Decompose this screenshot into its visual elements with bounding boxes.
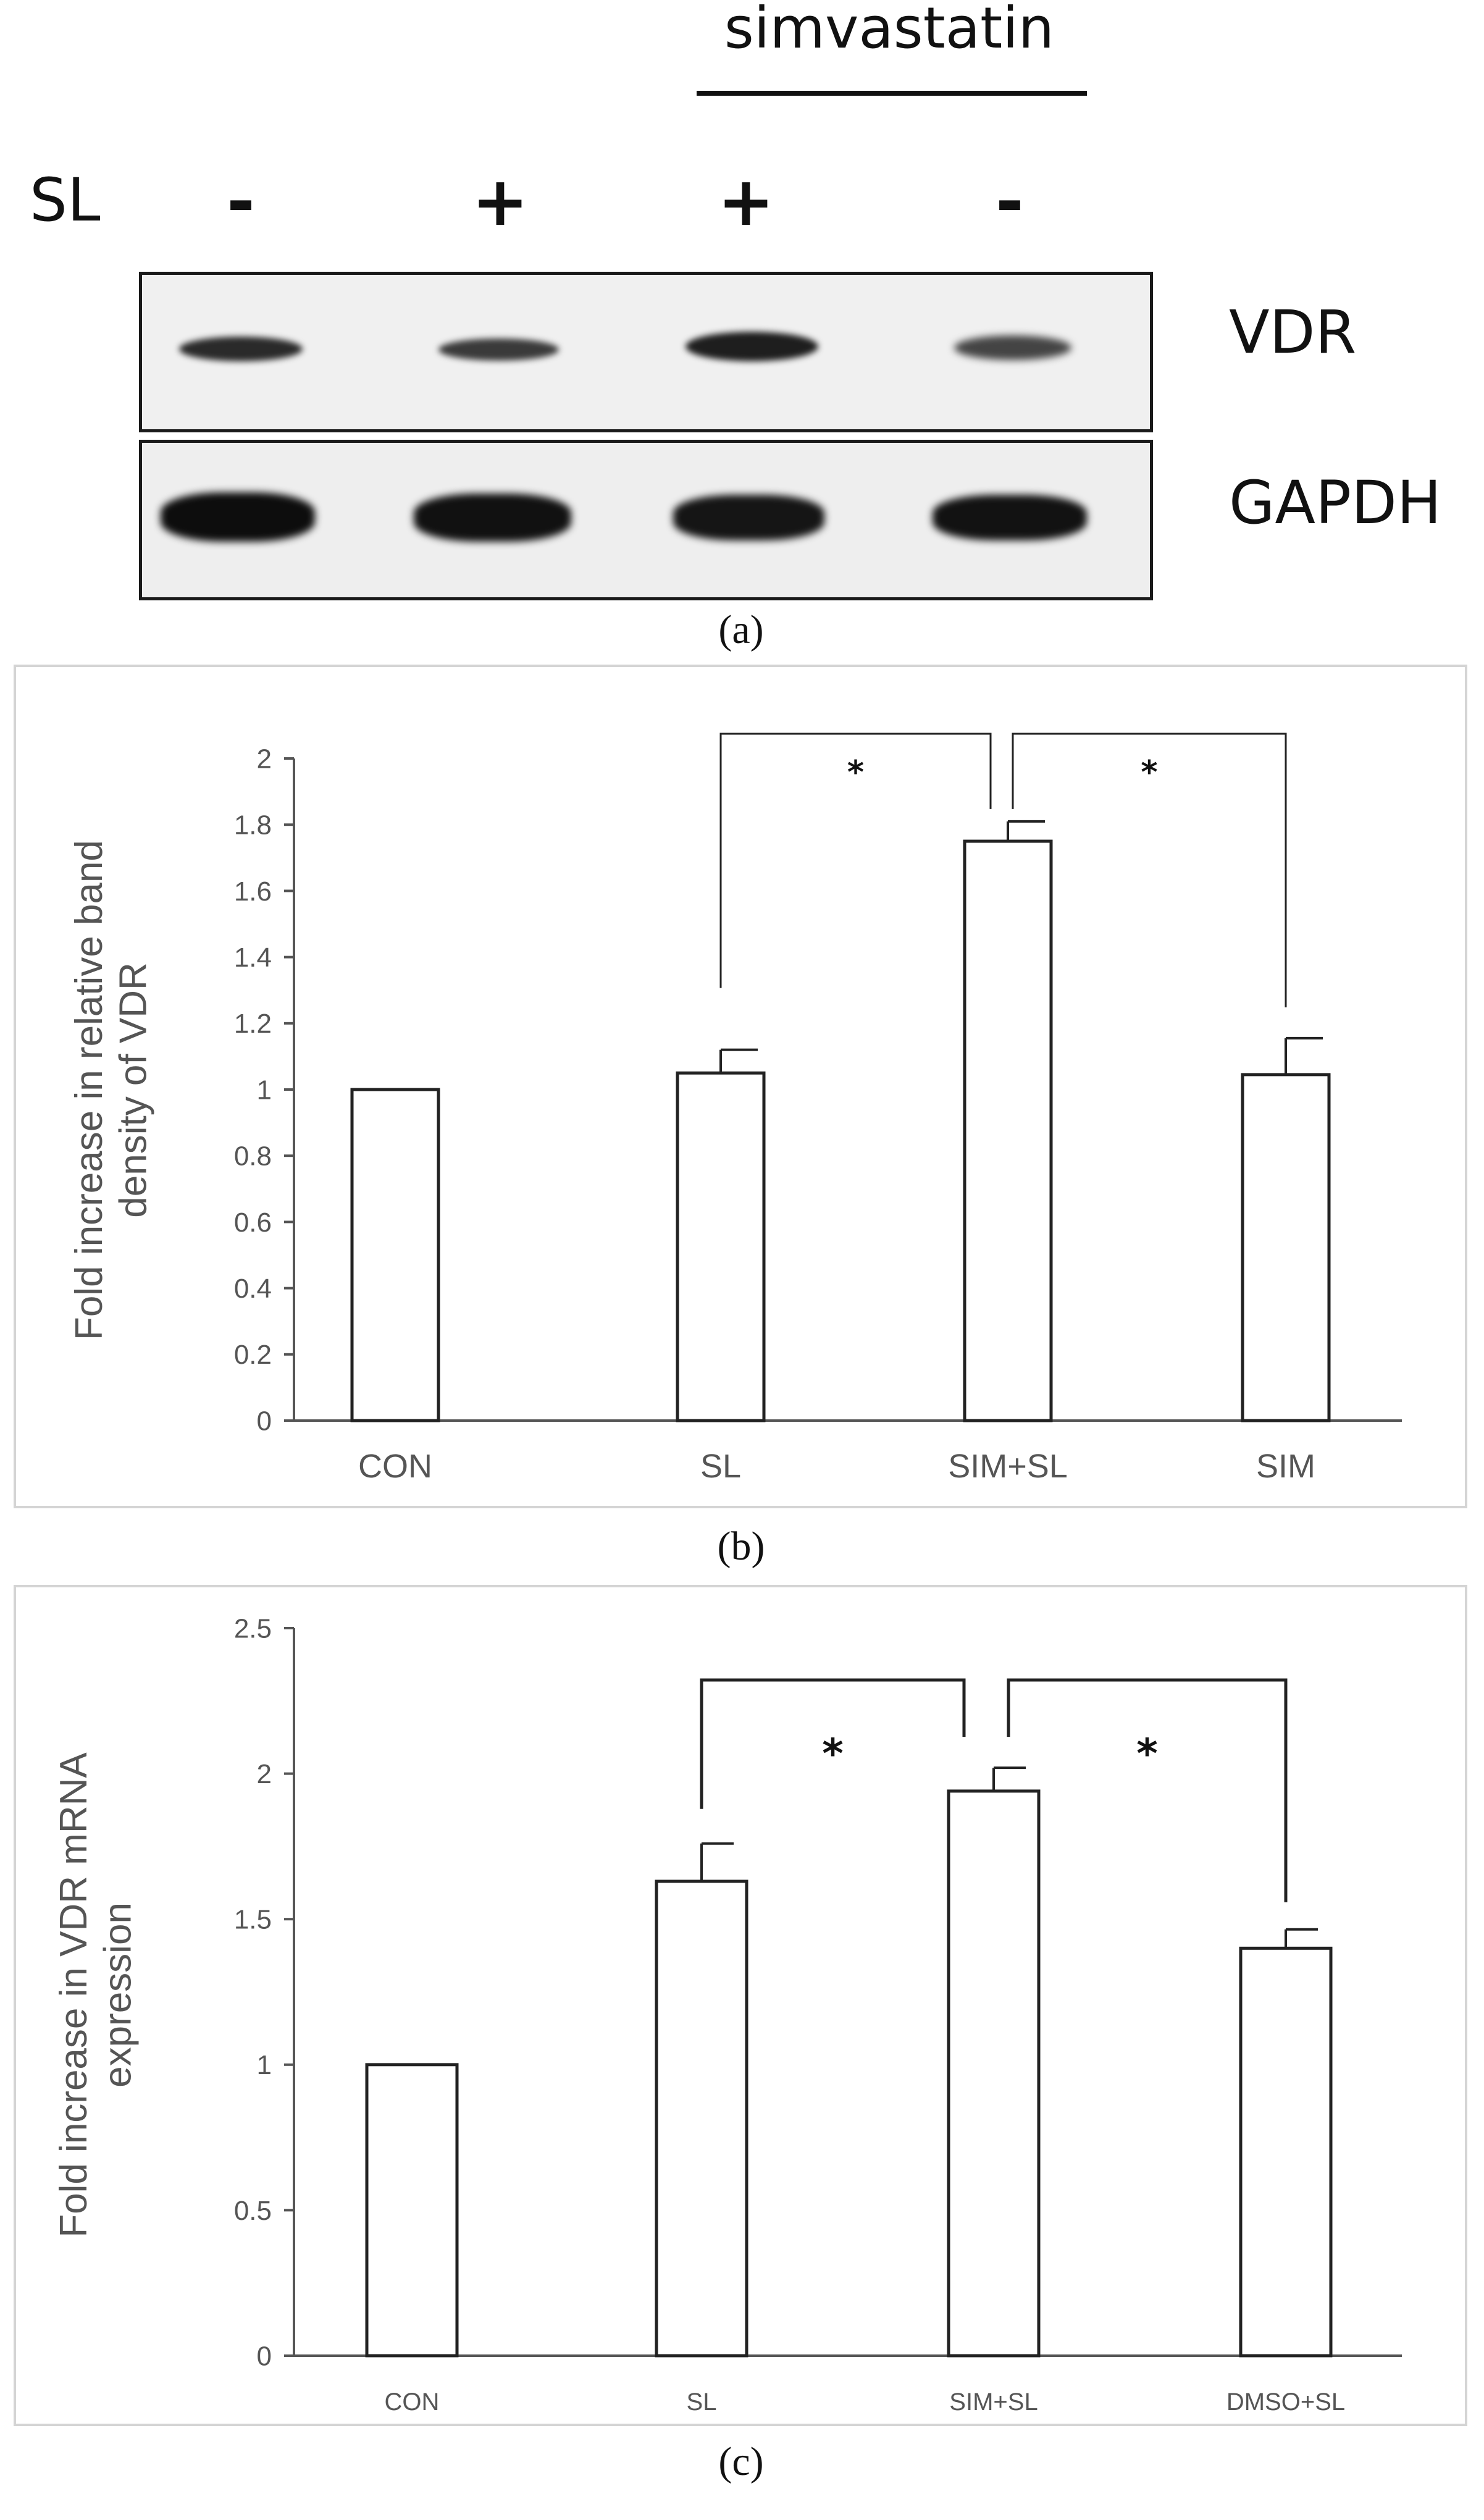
- gapdh-band-1: [161, 492, 315, 542]
- gapdh-band-3: [673, 495, 824, 540]
- caption-b: (b): [717, 1524, 765, 1569]
- gapdh-band-4: [933, 495, 1087, 540]
- caption-c: (c): [718, 2439, 764, 2484]
- caption-a: (a): [718, 607, 764, 652]
- gapdh-band-2: [414, 494, 571, 542]
- lane-sign-2: +: [471, 162, 529, 241]
- lane-sign-1: -: [227, 162, 255, 241]
- sl-row-label: SL: [30, 166, 101, 235]
- vdr-label: VDR: [1229, 298, 1357, 367]
- vdr-band-3: [685, 332, 818, 361]
- chart-c-frame: [14, 1585, 1467, 2426]
- treatment-underline: [697, 91, 1087, 96]
- lane-sign-4: -: [996, 162, 1024, 241]
- vdr-band-4: [954, 335, 1071, 360]
- treatment-label: simvastatin: [724, 0, 1055, 61]
- gapdh-blot: [139, 440, 1153, 600]
- vdr-band-1: [179, 337, 303, 361]
- chart-b-frame: [14, 665, 1467, 1508]
- gapdh-label: GAPDH: [1229, 468, 1442, 537]
- vdr-blot: [139, 272, 1153, 432]
- vdr-band-2: [438, 338, 559, 361]
- lane-sign-3: +: [717, 162, 775, 241]
